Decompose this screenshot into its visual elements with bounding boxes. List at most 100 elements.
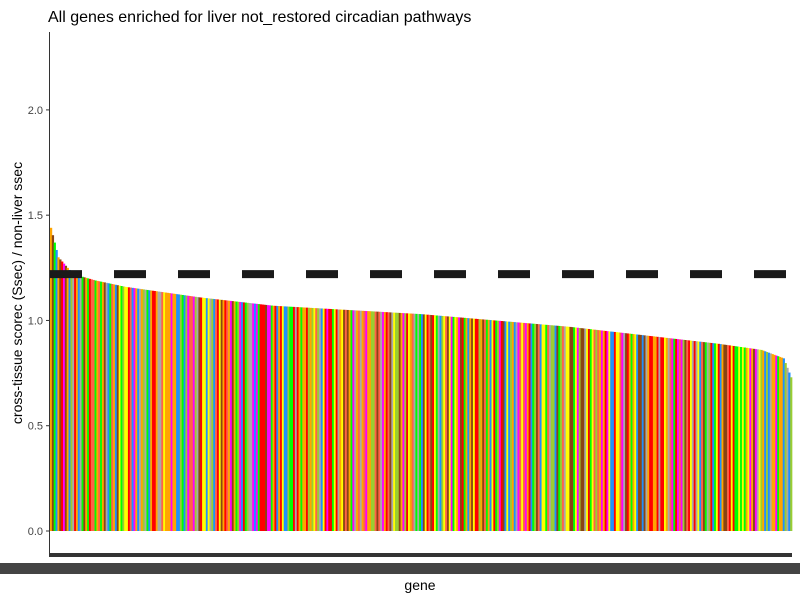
gene-bar — [782, 358, 785, 531]
gene-bar — [684, 340, 687, 531]
gene-bar — [754, 349, 758, 531]
gene-bar — [719, 344, 722, 531]
gene-bar — [740, 347, 743, 531]
gene-bar — [421, 314, 424, 531]
gene-bar — [324, 308, 327, 531]
gene-bar — [103, 282, 107, 531]
gene-bar — [565, 326, 568, 531]
gene-bar — [133, 288, 136, 531]
gene-bar — [359, 310, 362, 531]
gene-bar — [402, 313, 405, 531]
gene-bar — [493, 320, 496, 531]
gene-bar — [489, 320, 492, 531]
gene-bar — [437, 315, 440, 531]
gene-bar — [348, 310, 351, 531]
gene-bar — [478, 319, 481, 531]
gene-bar — [242, 302, 246, 531]
gene-bar — [758, 349, 761, 531]
gene-bar — [280, 306, 283, 531]
gene-bar — [704, 342, 708, 531]
gene-bar — [424, 314, 427, 531]
gene-bar — [328, 308, 331, 531]
gene-bar — [749, 348, 752, 531]
gene-bar — [300, 307, 303, 531]
gene-bar — [422, 314, 426, 531]
gene-bar — [389, 312, 392, 531]
gene-bar — [178, 294, 181, 531]
gene-bar — [228, 300, 231, 531]
gene-bar — [94, 280, 97, 531]
gene-bar — [775, 355, 778, 531]
gene-bar — [126, 287, 129, 531]
gene-bar — [302, 307, 305, 531]
gene-bar — [293, 306, 296, 531]
gene-bar — [92, 279, 95, 531]
gene-bar — [554, 325, 557, 531]
gene-bar — [183, 295, 186, 531]
gene-bar — [485, 319, 489, 531]
gene-bar — [671, 338, 674, 531]
gene-bar — [155, 291, 158, 531]
gene-bar — [617, 332, 620, 531]
gene-bar — [613, 331, 617, 531]
gene-bar — [305, 307, 309, 531]
gene-bar — [261, 304, 264, 531]
gene-bar — [435, 315, 439, 531]
gene-bar — [751, 348, 754, 531]
gene-bar — [764, 351, 767, 531]
gene-bar — [135, 288, 138, 531]
gene-bar — [446, 316, 450, 531]
gene-bar — [408, 313, 411, 531]
gene-bar — [376, 311, 379, 531]
gene-bar — [254, 303, 257, 531]
gene-bar — [623, 333, 626, 531]
gene-bar — [200, 297, 203, 531]
gene-bar — [248, 303, 251, 531]
gene-bar — [580, 328, 583, 531]
gene-bar — [641, 335, 644, 531]
gene-bar — [777, 356, 780, 531]
gene-bar — [294, 307, 298, 531]
gene-bar — [545, 324, 548, 531]
gene-bar — [165, 292, 168, 531]
gene-bar — [723, 344, 726, 531]
gene-bar — [51, 235, 55, 531]
gene-bar — [658, 337, 661, 531]
gene-bar — [148, 290, 151, 531]
gene-bar — [621, 332, 624, 531]
gene-bar — [296, 307, 299, 531]
gene-bar — [170, 293, 173, 531]
gene-bar — [235, 301, 238, 531]
gene-bar — [712, 343, 715, 531]
gene-bar — [530, 323, 533, 531]
gene-bar — [680, 339, 683, 531]
gene-bar — [784, 363, 787, 531]
gene-bar — [163, 292, 166, 531]
gene-bar — [541, 324, 544, 531]
gene-bar — [459, 317, 463, 531]
gene-bar — [634, 334, 637, 531]
gene-bar — [571, 327, 574, 531]
gene-bar — [142, 289, 145, 531]
gene-bar — [652, 336, 656, 531]
gene-bar — [476, 318, 479, 531]
gene-bar — [682, 339, 685, 531]
gene-bar — [202, 297, 205, 531]
gene-bar — [187, 295, 190, 531]
gene-bar — [630, 333, 633, 531]
gene-bar — [62, 263, 66, 531]
gene-bar — [378, 311, 381, 531]
gene-bar — [380, 311, 383, 531]
gene-bar — [341, 309, 344, 531]
gene-bar — [107, 283, 110, 531]
gene-bar — [309, 307, 312, 531]
gene-bar — [702, 342, 706, 531]
gene-bar — [433, 315, 437, 531]
gene-bar — [626, 333, 630, 531]
gene-bar — [461, 317, 465, 531]
gene-bar — [85, 277, 88, 531]
gene-bar — [582, 328, 585, 531]
gene-bar — [114, 284, 118, 531]
gene-bar — [352, 310, 355, 531]
gene-bar — [552, 325, 555, 531]
